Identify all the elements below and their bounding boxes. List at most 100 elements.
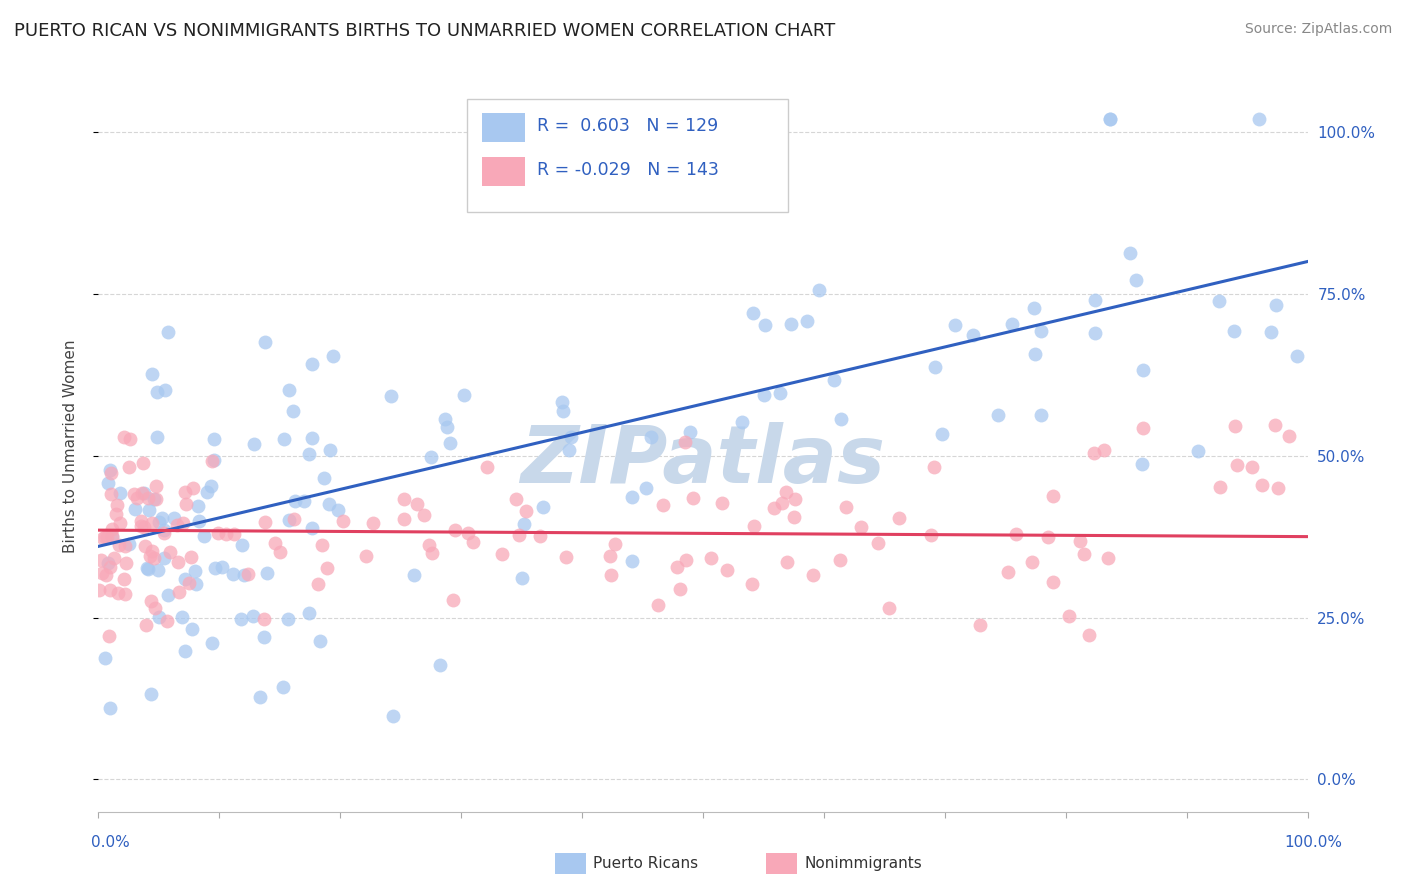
Point [153, 526, 176, 541]
Point [1029, 408, 1052, 422]
Point [1024, 301, 1046, 315]
Point [1084, 293, 1107, 308]
Point [105, 498, 128, 512]
Point [754, 318, 776, 332]
Point [1077, 628, 1099, 642]
Point [114, 539, 136, 553]
Point [177, 575, 200, 590]
Point [668, 582, 690, 596]
Point [201, 636, 224, 650]
Point [249, 690, 271, 704]
Point [271, 680, 294, 694]
Point [1098, 112, 1121, 127]
Point [100, 467, 122, 481]
Point [1036, 530, 1059, 544]
Point [136, 561, 159, 575]
Point [97, 556, 120, 570]
Point [406, 497, 429, 511]
Point [475, 460, 498, 475]
Point [796, 314, 818, 328]
Point [224, 526, 246, 541]
Point [90, 553, 112, 567]
Point [768, 386, 790, 401]
Point [87, 582, 110, 597]
Point [326, 503, 349, 517]
Point [969, 618, 991, 632]
Point [100, 487, 122, 501]
Point [139, 549, 162, 563]
Point [283, 403, 305, 417]
Point [141, 543, 163, 558]
Point [253, 515, 276, 529]
Point [776, 555, 799, 569]
Point [292, 494, 315, 508]
Point [173, 643, 195, 657]
Point [236, 566, 259, 581]
Point [132, 456, 155, 470]
Point [1097, 551, 1119, 566]
Text: R = -0.029   N = 143: R = -0.029 N = 143 [537, 161, 720, 179]
Point [508, 527, 530, 541]
Point [356, 549, 378, 563]
Point [118, 459, 141, 474]
Point [997, 566, 1019, 580]
Point [560, 430, 582, 444]
Point [636, 481, 658, 495]
Point [551, 394, 574, 409]
Point [922, 460, 945, 475]
Point [180, 549, 202, 564]
Point [114, 557, 136, 571]
Point [1226, 458, 1249, 472]
Point [136, 491, 159, 506]
Point [186, 577, 208, 591]
Point [96, 531, 118, 545]
Point [420, 450, 443, 465]
Point [91, 531, 114, 545]
Point [1250, 478, 1272, 492]
Point [710, 495, 733, 509]
Bar [482, 157, 526, 186]
Point [253, 611, 276, 625]
Point [242, 608, 264, 623]
Point [153, 551, 176, 566]
Point [141, 516, 163, 530]
Point [1084, 326, 1107, 341]
Point [233, 568, 256, 582]
Point [945, 318, 967, 332]
Point [887, 511, 910, 525]
Point [682, 491, 704, 505]
Point [298, 606, 321, 620]
Bar [482, 113, 526, 143]
Point [134, 486, 156, 500]
Point [148, 610, 170, 624]
Point [620, 553, 643, 567]
Point [90, 566, 112, 580]
Point [202, 452, 225, 467]
Point [187, 500, 209, 514]
Point [363, 516, 385, 530]
Point [145, 601, 167, 615]
Point [94, 568, 117, 582]
Point [131, 486, 153, 500]
Point [200, 479, 222, 493]
Point [555, 549, 578, 564]
Point [599, 567, 621, 582]
Point [529, 529, 551, 543]
Point [1265, 298, 1288, 312]
Point [200, 454, 222, 468]
Point [1024, 346, 1046, 360]
Point [97, 476, 120, 491]
Point [114, 587, 136, 601]
Y-axis label: Births to Unmarried Women: Births to Unmarried Women [63, 339, 77, 553]
Point [181, 481, 204, 495]
Point [392, 512, 415, 526]
Point [381, 709, 404, 723]
Point [98, 629, 121, 643]
Point [443, 593, 465, 607]
Point [801, 568, 824, 582]
Text: Puerto Ricans: Puerto Ricans [593, 856, 699, 871]
Point [204, 561, 226, 575]
Point [1223, 324, 1246, 338]
Point [103, 550, 125, 565]
Point [98, 462, 121, 476]
